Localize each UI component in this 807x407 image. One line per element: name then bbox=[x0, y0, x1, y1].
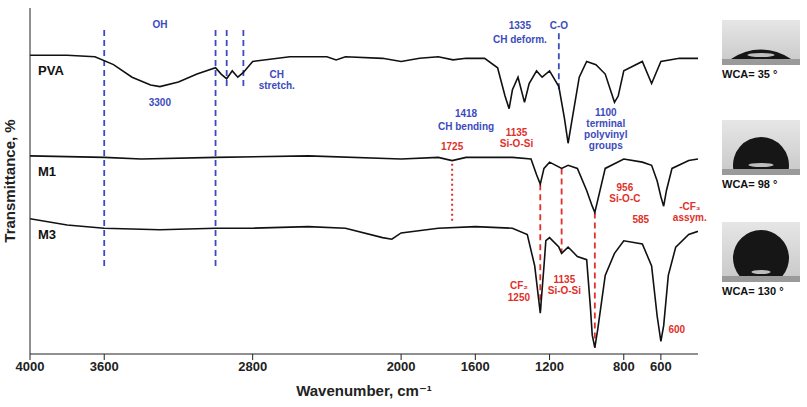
svg-text:M1: M1 bbox=[38, 164, 56, 179]
svg-text:2000: 2000 bbox=[387, 359, 416, 374]
svg-text:PVA: PVA bbox=[38, 63, 64, 78]
html-text:WCA= 35 °: WCA= 35 ° bbox=[722, 68, 778, 80]
svg-text:1600: 1600 bbox=[461, 359, 490, 374]
svg-text:Wavenumber, cm⁻¹: Wavenumber, cm⁻¹ bbox=[296, 382, 432, 399]
svg-text:1418: 1418 bbox=[455, 108, 478, 119]
svg-text:3600: 3600 bbox=[90, 359, 119, 374]
svg-text:1100: 1100 bbox=[595, 107, 617, 118]
svg-text:1135: 1135 bbox=[506, 127, 528, 138]
html-text:WCA= 130 °: WCA= 130 ° bbox=[722, 285, 784, 297]
svg-text:956: 956 bbox=[617, 182, 634, 193]
svg-text:OH: OH bbox=[152, 19, 167, 30]
svg-text:600: 600 bbox=[650, 359, 672, 374]
svg-text:Transmittance, %: Transmittance, % bbox=[1, 119, 18, 242]
svg-text:1250: 1250 bbox=[508, 292, 531, 303]
svg-text:1135: 1135 bbox=[554, 274, 576, 285]
svg-text:terminalpolyvinylgroups: terminalpolyvinylgroups bbox=[584, 118, 628, 151]
svg-text:-CF₃assym.: -CF₃assym. bbox=[673, 201, 707, 223]
svg-text:3300: 3300 bbox=[149, 97, 172, 108]
svg-text:Si-O-Si: Si-O-Si bbox=[548, 285, 582, 296]
svg-text:1725: 1725 bbox=[441, 141, 464, 152]
svg-text:Si-O-Si: Si-O-Si bbox=[500, 138, 534, 149]
svg-text:CH bending: CH bending bbox=[438, 121, 494, 132]
svg-text:CF₂: CF₂ bbox=[510, 280, 528, 291]
svg-text:4000: 4000 bbox=[16, 359, 45, 374]
svg-text:600: 600 bbox=[669, 324, 686, 335]
svg-text:C-O: C-O bbox=[550, 20, 569, 31]
html-text:WCA= 98 °: WCA= 98 ° bbox=[722, 178, 778, 190]
svg-text:1200: 1200 bbox=[535, 359, 564, 374]
svg-text:CH deform.: CH deform. bbox=[493, 34, 547, 45]
svg-text:Si-O-C: Si-O-C bbox=[609, 193, 640, 204]
svg-text:1335: 1335 bbox=[509, 20, 532, 31]
svg-text:2800: 2800 bbox=[238, 359, 267, 374]
svg-text:CHstretch.: CHstretch. bbox=[259, 69, 295, 91]
svg-text:585: 585 bbox=[633, 214, 650, 225]
svg-text:800: 800 bbox=[613, 359, 635, 374]
svg-text:M3: M3 bbox=[38, 227, 56, 242]
